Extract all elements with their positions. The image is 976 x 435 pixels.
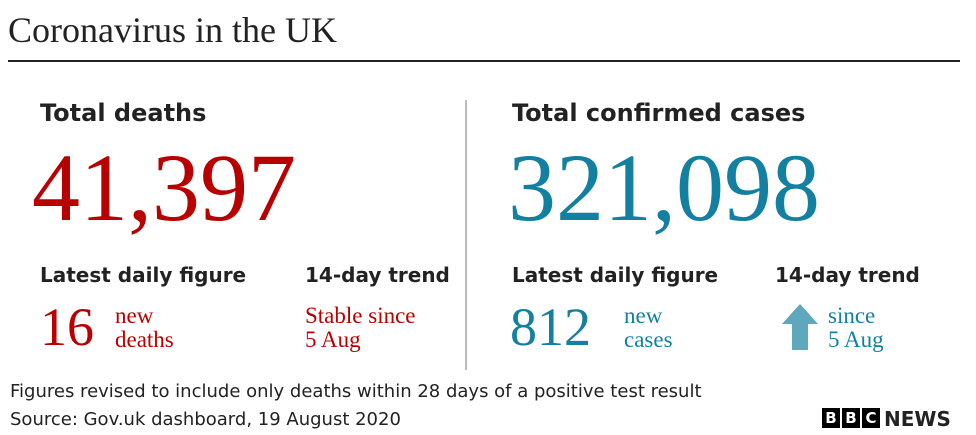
divider — [465, 100, 467, 370]
cases-total: 321,098 — [508, 134, 820, 241]
cases-trend: since 5 Aug — [828, 304, 884, 352]
cases-trend-heading: 14-day trend — [775, 263, 920, 287]
cases-daily-heading: Latest daily figure — [512, 263, 719, 287]
unit-line: cases — [624, 327, 673, 352]
title-rule — [8, 60, 960, 62]
trend-line: 5 Aug — [828, 327, 884, 352]
deaths-total: 41,397 — [32, 134, 296, 241]
footer-source: Source: Gov.uk dashboard, 19 August 2020 — [10, 409, 401, 430]
cases-daily-unit: new cases — [624, 304, 673, 352]
cases-heading: Total confirmed cases — [512, 99, 806, 127]
deaths-heading: Total deaths — [40, 99, 207, 127]
deaths-daily-unit: new deaths — [115, 304, 174, 352]
unit-line: new — [115, 303, 154, 328]
unit-line: deaths — [115, 327, 174, 352]
trend-line: Stable since — [305, 303, 416, 328]
logo-letter: C — [862, 408, 880, 428]
deaths-daily: 16 — [40, 297, 94, 357]
logo-letter: B — [822, 408, 840, 428]
deaths-trend-heading: 14-day trend — [305, 263, 450, 287]
trend-up-arrow — [782, 304, 818, 350]
footer-note: Figures revised to include only deaths w… — [10, 381, 702, 402]
deaths-daily-heading: Latest daily figure — [40, 263, 247, 287]
trend-line: since — [828, 303, 876, 328]
logo-word: NEWS — [884, 407, 951, 431]
unit-line: new — [624, 303, 663, 328]
title: Coronavirus in the UK — [8, 10, 337, 50]
cases-daily: 812 — [510, 297, 591, 357]
deaths-trend: Stable since 5 Aug — [305, 304, 416, 352]
logo-letter: B — [842, 408, 860, 428]
trend-line: 5 Aug — [305, 327, 361, 352]
